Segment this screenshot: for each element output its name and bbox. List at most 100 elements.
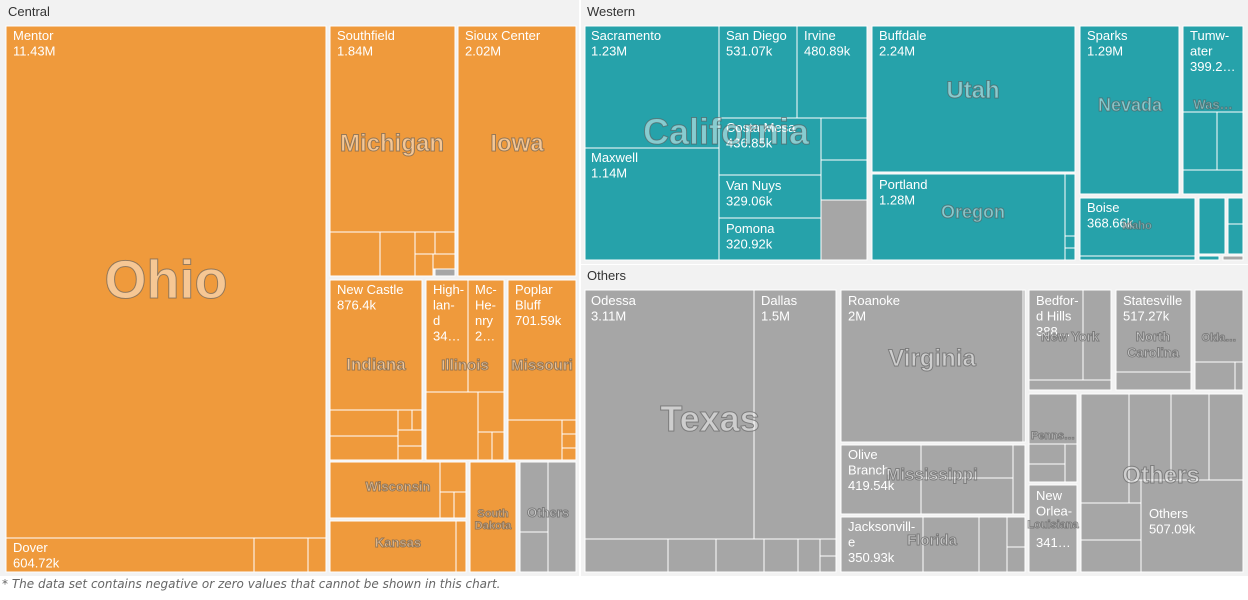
cell-newyork-other[interactable]: [1028, 379, 1112, 391]
cell-northcarolina-other[interactable]: [1115, 371, 1192, 391]
cell-idaho-boise[interactable]: [1079, 197, 1196, 257]
cell-michigan-other[interactable]: [414, 253, 434, 277]
cell-idaho-other[interactable]: [1079, 255, 1196, 261]
cell-california-other[interactable]: [820, 199, 868, 261]
cell-michigan-other[interactable]: [414, 231, 436, 255]
cell-illinois-other[interactable]: [491, 431, 505, 461]
cell-western-other[interactable]: [1222, 255, 1244, 261]
cell-nevada-sparks[interactable]: [1079, 25, 1180, 195]
cell-ohio-mentor[interactable]: [5, 25, 327, 539]
cell-washington-other[interactable]: [1216, 111, 1244, 171]
cell-texas-other[interactable]: [584, 538, 669, 573]
cell-virginia-other[interactable]: [1022, 289, 1026, 443]
cell-central-others-sub[interactable]: [519, 531, 549, 573]
cell-texas-other[interactable]: [715, 538, 765, 573]
cell-michigan-other[interactable]: [432, 253, 456, 270]
cell-newyork-bedfordhills[interactable]: [1028, 289, 1084, 381]
cell-wisconsin-other[interactable]: [453, 491, 467, 519]
cell-mississippi-other[interactable]: [920, 477, 1014, 515]
cell-washington-other[interactable]: [1182, 169, 1244, 195]
cell-kansas[interactable]: [329, 520, 457, 573]
cell-missouri-other[interactable]: [561, 419, 577, 435]
cell-florida-other[interactable]: [1006, 546, 1026, 573]
cell-kansas-other[interactable]: [455, 520, 467, 573]
cell-indiana-other[interactable]: [397, 445, 423, 461]
cell-oklahoma-other[interactable]: [1194, 361, 1236, 391]
cell-texas-other[interactable]: [667, 538, 717, 573]
state-label: Penns…: [1031, 430, 1075, 442]
cell-mississippi-other[interactable]: [1012, 444, 1026, 515]
city-name: Mentor: [13, 28, 54, 43]
cell-western-other[interactable]: [1198, 255, 1220, 261]
cell-california-sacramento[interactable]: [584, 25, 720, 149]
cell-central-others-sub[interactable]: [519, 461, 549, 533]
cell-michigan-other[interactable]: [379, 231, 416, 277]
cell-california-other[interactable]: [820, 159, 868, 201]
cell-wisconsin-other[interactable]: [439, 491, 455, 519]
cell-indiana-other[interactable]: [397, 409, 413, 431]
cell-indiana-other[interactable]: [397, 429, 423, 447]
cell-ohio-other[interactable]: [253, 537, 309, 573]
cell-indiana-other[interactable]: [329, 409, 399, 437]
group-title-western: Western: [587, 4, 635, 19]
cell-virginia-roanoke[interactable]: [840, 289, 1024, 443]
cell-western-other[interactable]: [1227, 197, 1244, 225]
cell-texas-dallas[interactable]: [753, 289, 837, 540]
cell-california-other[interactable]: [820, 117, 868, 161]
cell-california-costamesa[interactable]: [718, 117, 822, 176]
city-name: Costa Mesa: [726, 120, 796, 135]
cell-california-sandiego[interactable]: [718, 25, 798, 119]
cell-louisiana-neworleans[interactable]: [1028, 484, 1078, 573]
cell-missouri-other[interactable]: [561, 447, 577, 461]
cell-northcarolina-statesville[interactable]: [1115, 289, 1192, 373]
cell-others-others[interactable]: [1080, 393, 1244, 573]
cell-indiana-other[interactable]: [329, 435, 399, 461]
cell-ohio-other[interactable]: [307, 537, 327, 573]
cell-utah-buffdale[interactable]: [871, 25, 1076, 173]
city-name: Odessa: [591, 293, 637, 308]
cell-oregon-other[interactable]: [1064, 173, 1076, 261]
cell-pennsylvania-other[interactable]: [1028, 463, 1066, 483]
state-label: Nevada: [1098, 95, 1163, 115]
cell-wisconsin[interactable]: [329, 461, 441, 519]
cell-iowa-siouxcenter[interactable]: [457, 25, 577, 277]
cell-california-vannuys[interactable]: [718, 174, 822, 219]
cell-illinois-other[interactable]: [477, 391, 505, 433]
cell-california-pomona[interactable]: [718, 217, 822, 261]
cell-oklahoma[interactable]: [1194, 289, 1244, 363]
cell-indiana-other[interactable]: [411, 409, 423, 431]
cell-michigan-other[interactable]: [434, 231, 456, 255]
cell-florida-other[interactable]: [978, 516, 1008, 573]
cell-pennsylvania[interactable]: [1028, 393, 1078, 445]
cell-illinois-other[interactable]: [425, 391, 479, 461]
cell-michigan-other[interactable]: [329, 231, 381, 277]
cell-illinois-mchenry[interactable]: [467, 279, 505, 393]
city-name: Pomona: [726, 221, 775, 236]
cell-florida-other[interactable]: [1006, 516, 1026, 548]
cell-pennsylvania-other[interactable]: [1064, 443, 1078, 483]
cell-florida-jacksonville[interactable]: [840, 516, 924, 573]
cell-california-maxwell[interactable]: [584, 147, 720, 261]
cell-southdakota[interactable]: [469, 461, 517, 573]
cell-oklahoma-other[interactable]: [1234, 361, 1244, 391]
cell-washington-other[interactable]: [1182, 111, 1218, 171]
cell-texas-other[interactable]: [763, 538, 799, 573]
cell-california-irvine[interactable]: [796, 25, 868, 119]
cell-illinois-other[interactable]: [477, 431, 493, 461]
cell-florida-other[interactable]: [922, 516, 980, 573]
cell-michigan-other[interactable]: [434, 268, 456, 277]
cell-pennsylvania-other[interactable]: [1028, 443, 1066, 465]
cell-western-other[interactable]: [1227, 223, 1244, 255]
cell-missouri-poplarbluff[interactable]: [507, 279, 577, 421]
cell-mississippi-olivebranch[interactable]: [840, 444, 922, 515]
cell-western-other[interactable]: [1198, 197, 1226, 255]
cell-washington-tumwater[interactable]: [1182, 25, 1244, 113]
cell-oregon-portland[interactable]: [871, 173, 1066, 261]
cell-texas-other[interactable]: [797, 538, 821, 573]
cell-missouri-other[interactable]: [507, 419, 563, 461]
cell-ohio-dover[interactable]: [5, 537, 255, 573]
cell-wisconsin-other[interactable]: [439, 461, 467, 493]
cell-illinois-highland[interactable]: [425, 279, 469, 393]
cell-missouri-other[interactable]: [561, 433, 577, 449]
cell-texas-odessa[interactable]: [584, 289, 755, 540]
